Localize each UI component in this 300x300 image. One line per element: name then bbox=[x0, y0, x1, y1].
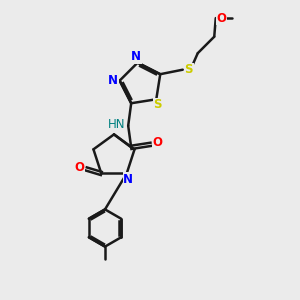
Text: S: S bbox=[154, 98, 162, 111]
Text: O: O bbox=[75, 161, 85, 174]
Text: HN: HN bbox=[108, 118, 125, 131]
Text: N: N bbox=[131, 50, 141, 63]
Text: O: O bbox=[216, 12, 226, 25]
Text: N: N bbox=[108, 74, 118, 87]
Text: N: N bbox=[123, 173, 133, 186]
Text: S: S bbox=[184, 63, 193, 76]
Text: O: O bbox=[152, 136, 162, 149]
